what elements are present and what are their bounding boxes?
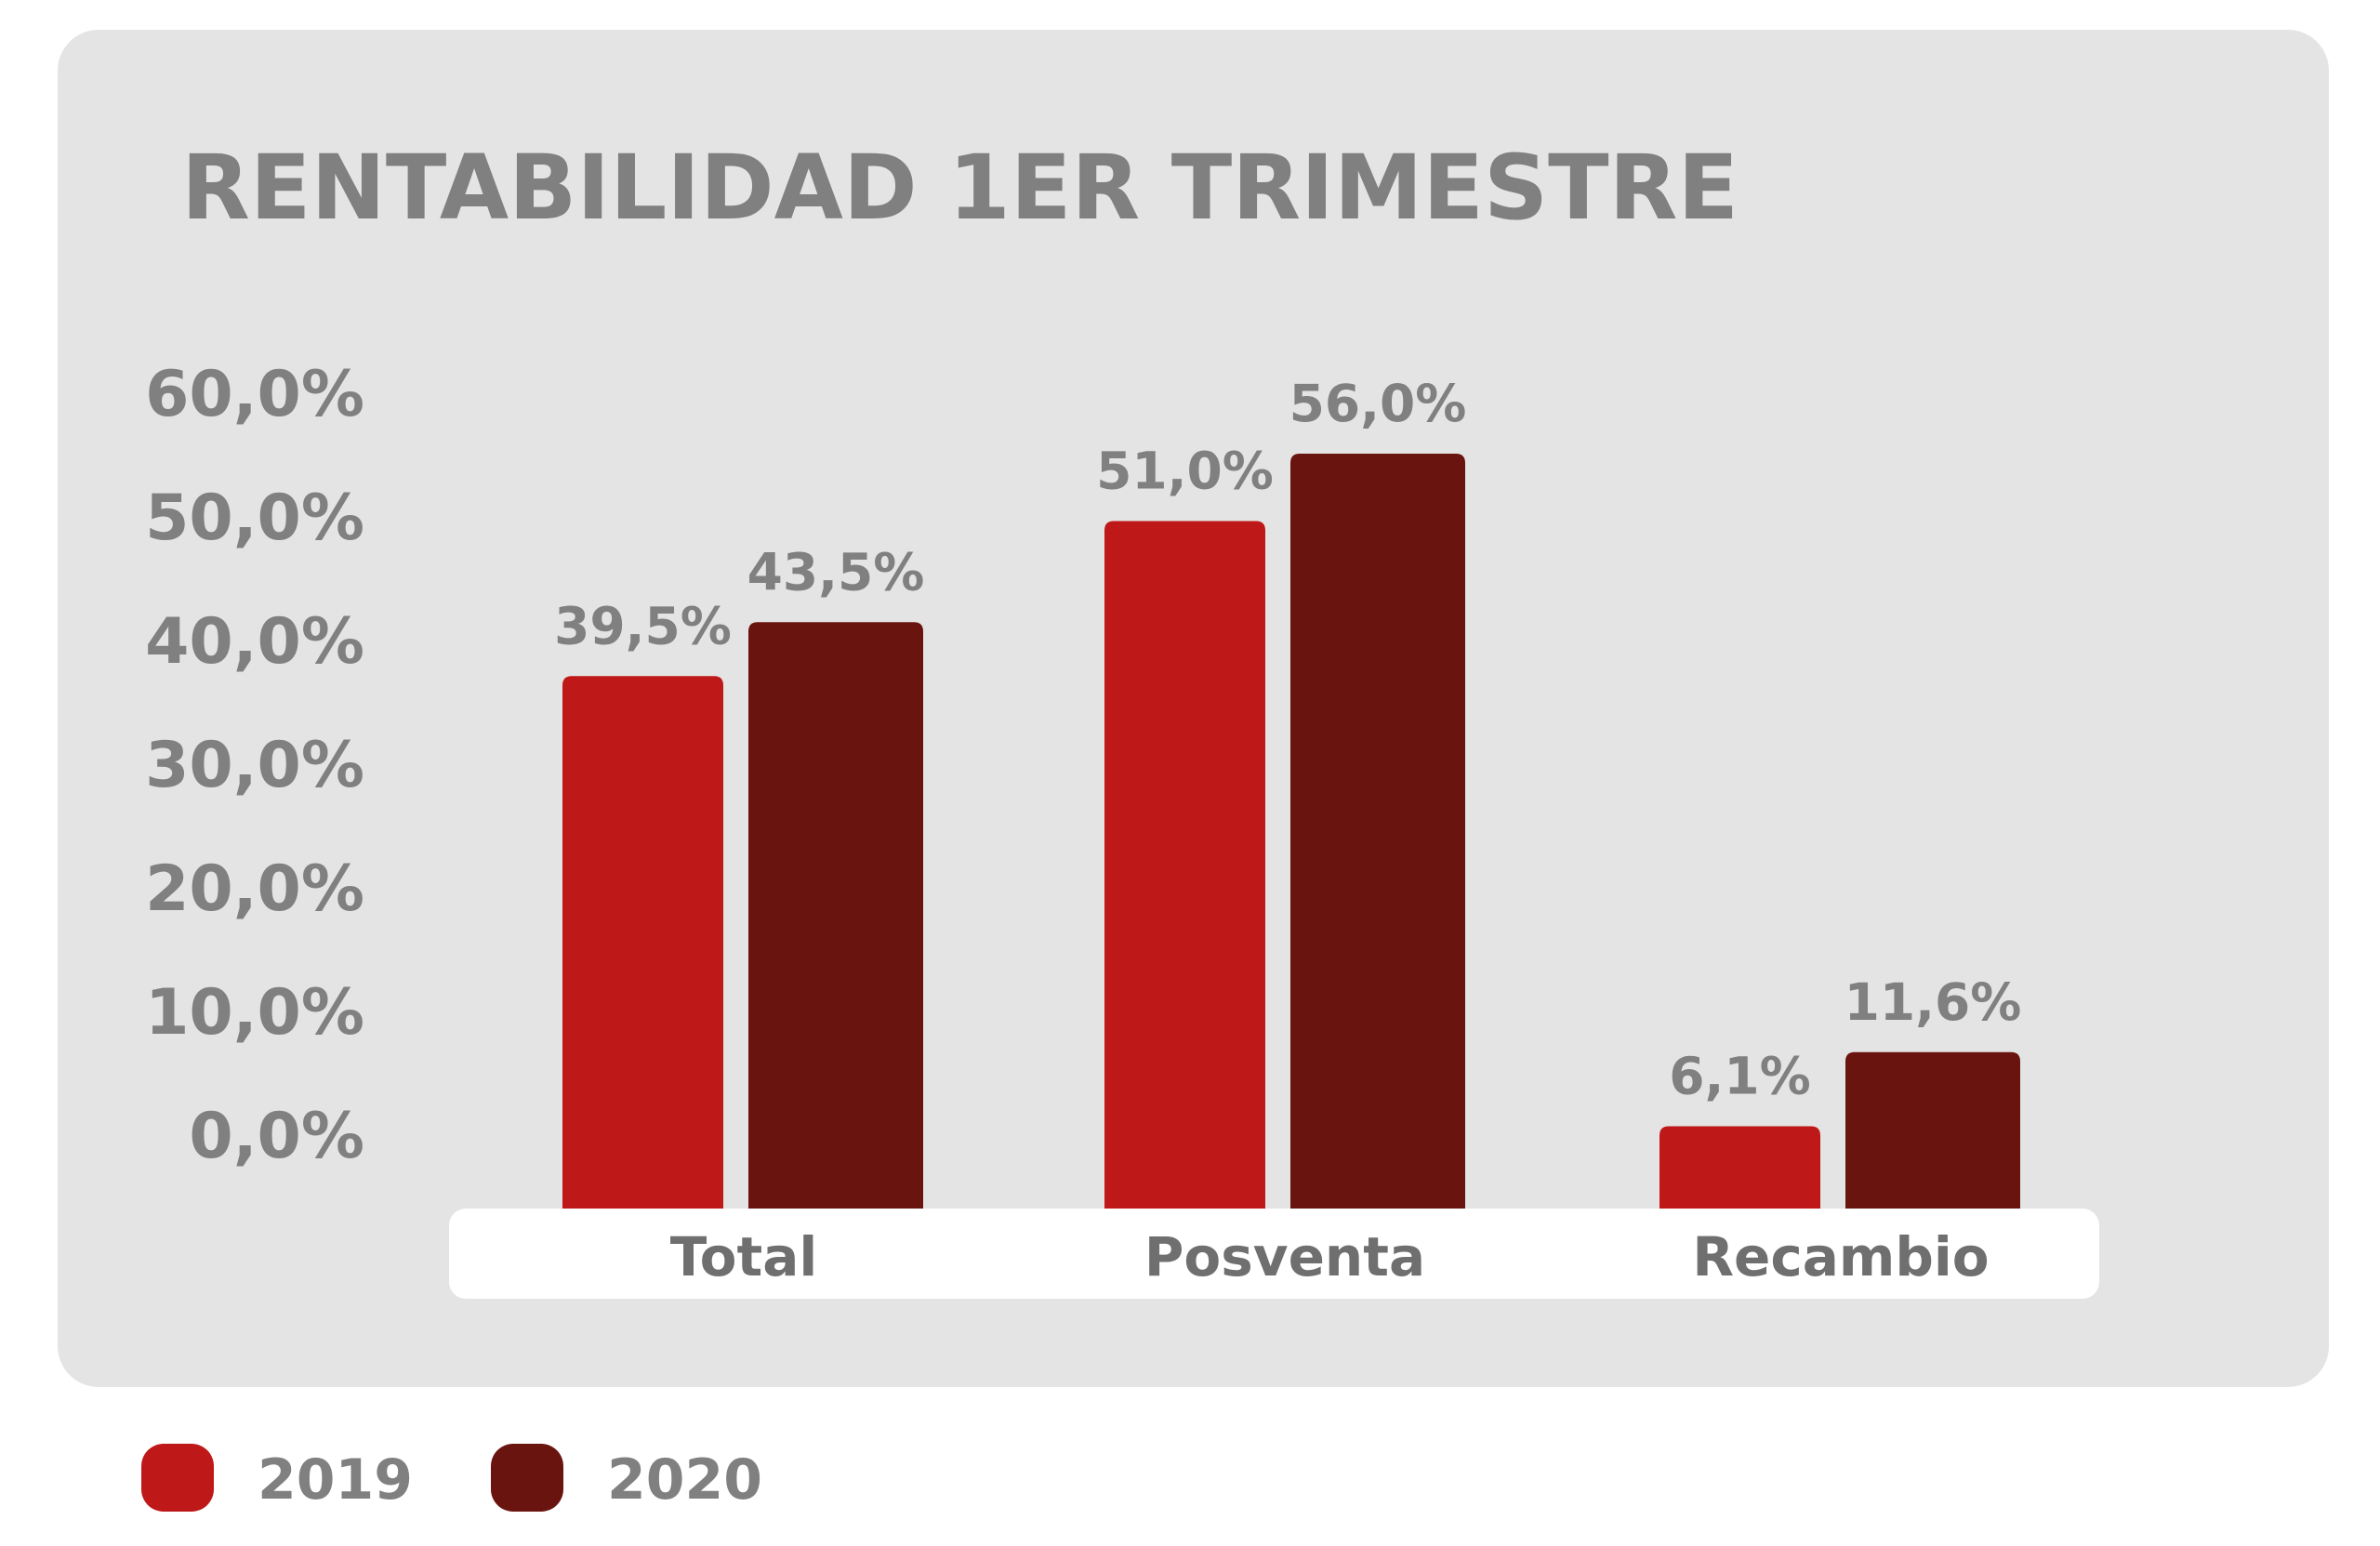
y-tick-label: 50,0% [145,482,364,555]
data-label-total-2020: 43,5% [747,542,925,601]
bar-posventa-2019 [1104,521,1265,1209]
y-tick-label: 20,0% [145,852,364,926]
legend-label-2020: 2020 [607,1447,762,1513]
bar-total-2019 [562,676,723,1209]
y-tick-label: 0,0% [189,1100,364,1173]
category-band [449,1209,2099,1299]
bar-posventa-2020 [1290,454,1465,1209]
y-tick-label: 60,0% [145,358,364,431]
data-labels: 39,5% 43,5% 51,0% 56,0% 6,1% 11,6% [554,374,2021,1106]
y-tick-label: 10,0% [145,976,364,1050]
bar-total-2020 [748,622,923,1209]
legend: 2019 2020 [141,1444,762,1513]
chart-title: RENTABILIDAD 1ER TRIMESTRE [181,136,1739,240]
y-axis: 60,0% 50,0% 40,0% 30,0% 20,0% 10,0% 0,0% [145,358,364,1173]
data-label-posventa-2020: 56,0% [1289,374,1467,433]
y-tick-label: 30,0% [145,729,364,802]
legend-label-2019: 2019 [258,1447,413,1513]
category-label-posventa: Posventa [1144,1225,1425,1288]
bars [562,454,2020,1209]
bar-recambio-2020 [1845,1051,2020,1209]
bar-recambio-2019 [1659,1126,1820,1209]
legend-swatch-2019 [141,1444,214,1512]
data-label-total-2019: 39,5% [554,596,732,655]
data-label-recambio-2020: 11,6% [1844,972,2022,1032]
data-label-recambio-2019: 6,1% [1669,1047,1811,1106]
data-label-posventa-2019: 51,0% [1096,442,1274,501]
category-label-recambio: Recambio [1692,1225,1989,1288]
category-label-total: Total [670,1225,817,1288]
x-axis: Total Posventa Recambio [670,1225,1990,1288]
y-tick-label: 40,0% [145,605,364,679]
legend-swatch-2020 [491,1444,563,1512]
